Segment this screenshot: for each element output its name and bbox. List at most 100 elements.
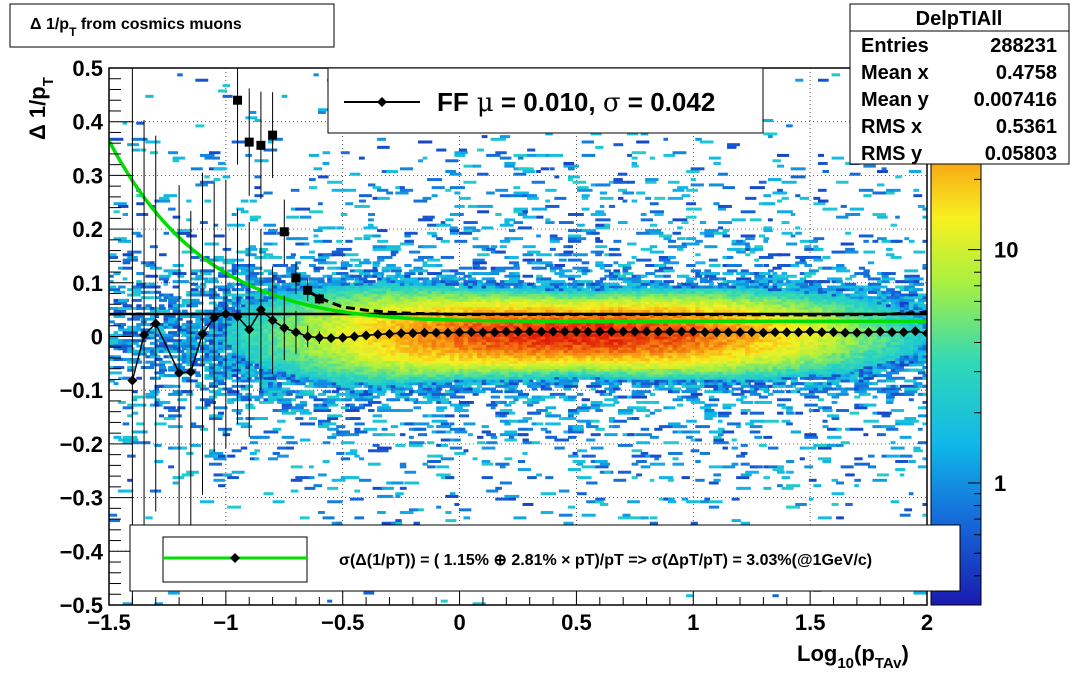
heatmap-cell: [558, 513, 573, 517]
heatmap-cell: [395, 341, 401, 345]
heatmap-cell: [345, 379, 351, 383]
heatmap-cell: [390, 320, 396, 324]
heatmap-cell: [404, 387, 413, 391]
heatmap-cell: [549, 379, 556, 383]
heatmap-cell: [522, 306, 528, 310]
heatmap-cell: [536, 339, 542, 343]
heatmap-cell: [495, 285, 503, 289]
heatmap-cell: [558, 306, 564, 310]
heatmap-cell: [495, 266, 506, 270]
heatmap-cell: [522, 374, 528, 378]
heatmap-cell: [549, 363, 555, 367]
heatmap-cell: [440, 341, 446, 345]
heatmap-cell: [558, 363, 564, 367]
heatmap-cell: [495, 325, 501, 329]
heatmap-cell: [508, 277, 520, 281]
heatmap-cell: [531, 328, 537, 332]
heatmap-cell: [468, 344, 473, 348]
heatmap-cell: [277, 315, 283, 318]
heatmap-cell: [177, 315, 193, 318]
heatmap-cell: [445, 376, 451, 380]
heatmap-cell: [290, 398, 296, 402]
heatmap-cell: [363, 323, 369, 327]
heatmap-cell: [240, 379, 256, 383]
heatmap-cell: [445, 325, 451, 329]
heatmap-cell: [458, 231, 473, 235]
heatmap-cell: [427, 344, 433, 348]
heatmap-cell: [413, 341, 419, 345]
heatmap-cell: [513, 357, 519, 361]
heatmap-cell: [536, 473, 542, 477]
heatmap-cell: [263, 301, 269, 305]
heatmap-cell: [486, 290, 492, 294]
heatmap-cell: [122, 435, 138, 439]
heatmap-cell: [372, 186, 382, 190]
heatmap-cell: [208, 333, 218, 337]
heatmap-cell: [408, 435, 414, 439]
heatmap-cell: [490, 339, 496, 343]
heatmap-cell: [358, 296, 364, 300]
heatmap-cell: [540, 282, 552, 286]
heatmap-cell: [368, 290, 373, 294]
heatmap-cell: [418, 433, 428, 437]
heatmap-cell: [463, 274, 472, 278]
heatmap-cell: [372, 272, 385, 276]
heatmap-cell: [363, 366, 369, 370]
heatmap-cell: [440, 333, 446, 337]
heatmap-cell: [599, 344, 605, 348]
heatmap-cell: [349, 323, 355, 327]
heatmap-cell: [381, 521, 397, 525]
heatmap-cell: [567, 315, 573, 318]
heatmap-cell: [549, 357, 555, 361]
heatmap-cell: [313, 167, 323, 171]
heatmap-cell: [199, 398, 214, 402]
heatmap-cell: [422, 368, 428, 372]
heatmap-cell: [508, 290, 514, 294]
heatmap-cell: [604, 374, 610, 378]
heatmap-cell: [413, 366, 419, 370]
heatmap-cell: [286, 368, 292, 372]
heatmap-cell: [518, 339, 523, 343]
heatmap-cell: [340, 296, 346, 300]
heatmap-cell: [268, 333, 273, 337]
heatmap-cell: [322, 352, 328, 356]
heatmap-cell: [531, 325, 537, 329]
heatmap-cell: [540, 427, 548, 431]
heatmap-cell: [268, 341, 273, 345]
heatmap-cell: [436, 333, 442, 337]
heatmap-cell: [495, 360, 501, 364]
heatmap-cell: [308, 306, 314, 310]
heatmap-cell: [386, 352, 392, 356]
heatmap-cell: [608, 360, 614, 364]
heatmap-cell: [445, 347, 451, 351]
heatmap-cell: [381, 325, 387, 329]
heatmap-cell: [404, 304, 410, 308]
heatmap-cell: [254, 317, 260, 321]
heatmap-cell: [368, 301, 373, 305]
heatmap-cell: [581, 454, 596, 458]
heatmap-cell: [372, 306, 378, 310]
heatmap-cell: [295, 296, 301, 300]
heatmap-cell: [604, 325, 610, 329]
heatmap-cell: [558, 325, 564, 329]
heatmap-cell: [495, 282, 505, 286]
heatmap-cell: [181, 473, 195, 477]
heatmap-cell: [254, 357, 260, 361]
heatmap-cell: [599, 290, 605, 294]
heatmap-cell: [222, 323, 231, 327]
heatmap-cell: [436, 430, 447, 434]
heatmap-cell: [581, 403, 588, 407]
heatmap-cell: [349, 172, 361, 176]
heatmap-cell: [286, 306, 292, 310]
heatmap-cell: [372, 328, 378, 332]
heatmap-cell: [472, 387, 481, 391]
heatmap-cell: [336, 347, 342, 351]
heatmap-cell: [531, 306, 537, 310]
heatmap-cell: [608, 376, 614, 380]
heatmap-cell: [208, 352, 218, 356]
heatmap-cell: [545, 347, 551, 351]
heatmap-cell: [449, 212, 464, 216]
heatmap-cell: [481, 296, 487, 300]
heatmap-cell: [249, 317, 255, 321]
heatmap-cell: [218, 89, 227, 93]
